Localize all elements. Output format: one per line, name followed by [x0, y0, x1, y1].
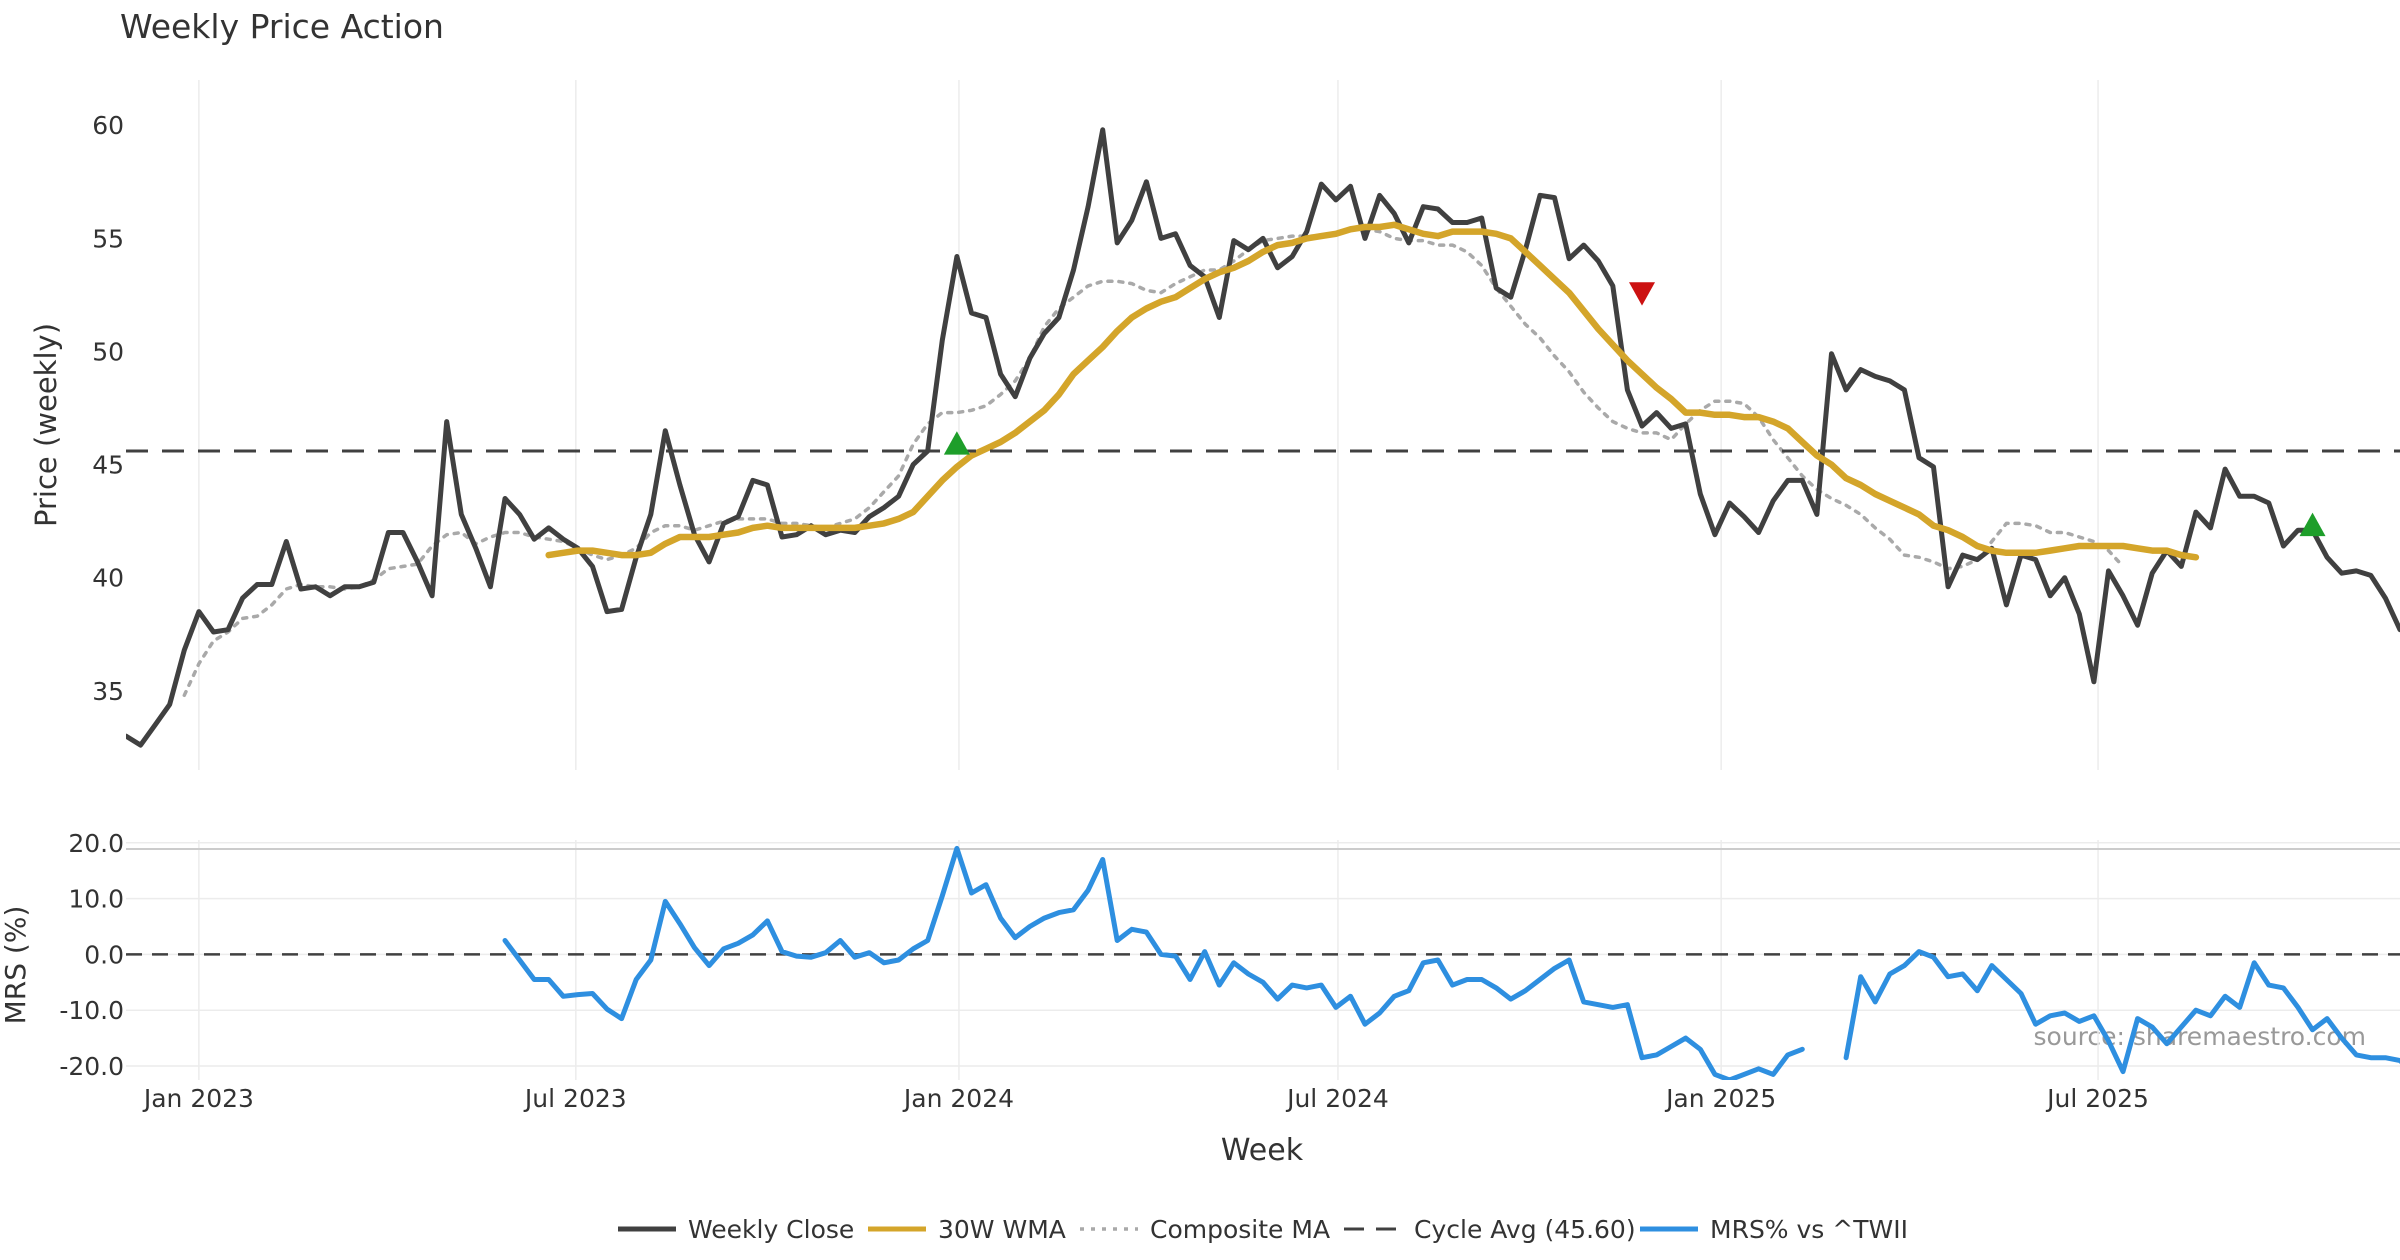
x-tick-label: Jul 2024 [1285, 1084, 1389, 1113]
x-axis-label: Week [1221, 1133, 1304, 1168]
price-panel [126, 127, 2400, 748]
legend-label: Composite MA [1150, 1215, 1330, 1244]
price-y-tick-label: 45 [92, 451, 124, 480]
x-tick-label: Jan 2025 [1664, 1084, 1776, 1113]
axis-ticks: Jan 2023 Jul 2023 Jan 2024 Jul 2024 Jan 2025… [59, 111, 2149, 1113]
mrs-line-segment [502, 845, 1805, 1080]
x-tick-label: Jan 2024 [902, 1084, 1014, 1113]
price-y-tick-label: 55 [92, 224, 124, 253]
price-y-tick-label: 60 [92, 111, 124, 140]
buy-signal-marker [2299, 512, 2326, 537]
mrs-y-tick-label: -10.0 [59, 996, 124, 1025]
price-y-tick-label: 35 [92, 677, 124, 706]
mrs-y-tick-label: 20.0 [68, 829, 124, 858]
x-tick-label: Jan 2023 [142, 1084, 254, 1113]
mrs-panel [126, 845, 2400, 1080]
mrs-y-axis-label: MRS (%) [0, 906, 32, 1025]
legend-label: Cycle Avg (45.60) [1414, 1215, 1636, 1244]
sell-signal-marker [1629, 282, 1655, 306]
price-y-axis-label: Price (weekly) [29, 323, 63, 527]
mrs-y-tick-label: 10.0 [68, 885, 124, 914]
x-tick-label: Jul 2025 [2045, 1084, 2149, 1113]
gridlines [126, 80, 2400, 1080]
mrs-line-segment [1843, 949, 2400, 1075]
price-y-tick-label: 40 [92, 564, 124, 593]
price-y-tick-label: 50 [92, 337, 124, 366]
legend: Weekly Close 30W WMA Composite MA Cycle Avg… [618, 1215, 1908, 1244]
x-tick-label: Jul 2023 [523, 1084, 627, 1113]
legend-label: Weekly Close [688, 1215, 854, 1244]
weekly-close-line [126, 127, 2400, 748]
chart-title: Weekly Price Action [120, 7, 444, 46]
mrs-y-tick-label: 0.0 [84, 940, 124, 969]
mrs-y-tick-label: -20.0 [59, 1052, 124, 1081]
legend-label: 30W WMA [938, 1215, 1066, 1244]
wma-30w-line [545, 221, 2200, 561]
composite-ma-line [182, 227, 2125, 698]
legend-label: MRS% vs ^TWII [1710, 1215, 1908, 1244]
buy-signal-marker [943, 431, 970, 455]
